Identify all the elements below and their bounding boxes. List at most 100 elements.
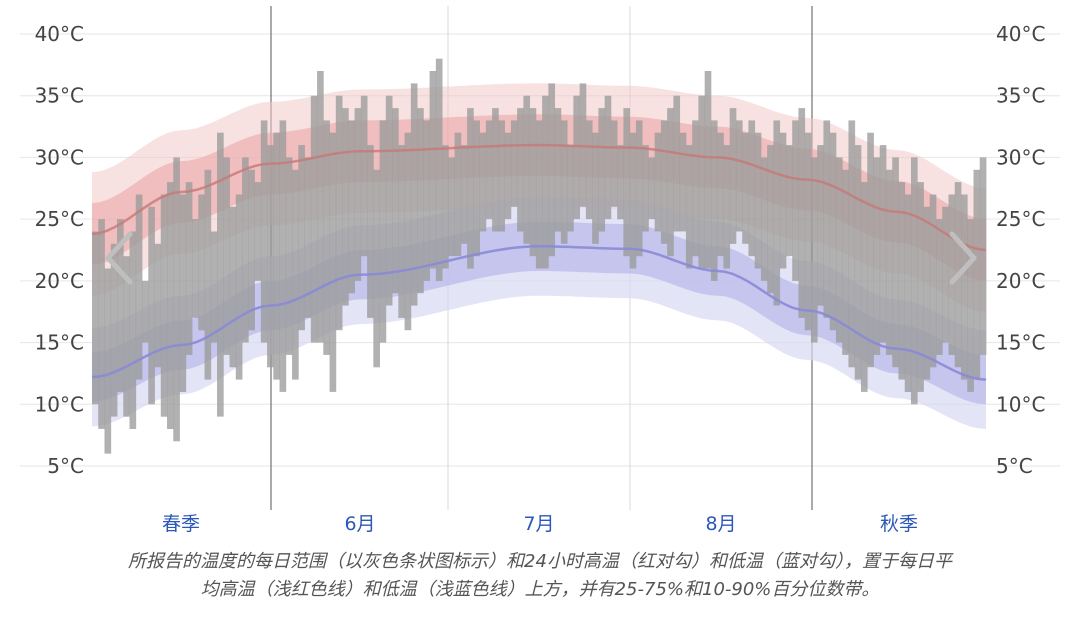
daily-bar [542, 95, 549, 269]
daily-range-bars [92, 58, 987, 454]
daily-bar [867, 132, 874, 368]
y-tick-label-right: 35°C [996, 84, 1045, 108]
daily-bar [198, 194, 205, 331]
daily-bar [592, 132, 599, 244]
daily-bar [435, 58, 443, 281]
daily-bar [573, 95, 581, 220]
daily-bar [823, 120, 831, 318]
daily-bar [485, 120, 493, 220]
daily-bar [885, 169, 893, 355]
y-tick-label-right: 30°C [996, 145, 1045, 169]
daily-bar [879, 145, 887, 343]
daily-bar [604, 95, 612, 220]
daily-bar [617, 145, 624, 220]
daily-bar [129, 231, 137, 429]
y-tick-label-right: 5°C [996, 454, 1033, 478]
daily-bar [773, 120, 781, 306]
y-tick-label-right: 40°C [996, 22, 1045, 46]
x-period-label: 8月 [705, 513, 736, 535]
daily-bar [742, 132, 749, 244]
daily-bar [854, 145, 862, 380]
y-tick-label-left: 40°C [35, 22, 84, 46]
daily-bar [804, 132, 812, 331]
daily-bar [967, 219, 974, 392]
daily-bar [829, 132, 837, 331]
daily-bar [217, 132, 224, 417]
daily-bar [204, 169, 212, 380]
daily-bar [429, 71, 437, 269]
daily-bar [92, 231, 99, 405]
daily-bar [785, 145, 793, 257]
daily-bar [898, 182, 906, 380]
y-tick-label-left: 15°C [35, 331, 84, 355]
daily-bar [404, 132, 412, 331]
daily-bar [735, 120, 743, 232]
daily-bar [298, 145, 305, 331]
x-period-label: 春季 [162, 513, 200, 535]
daily-bar [904, 194, 912, 392]
daily-bar [679, 132, 687, 232]
daily-bar [254, 182, 262, 281]
daily-bar [835, 157, 843, 343]
daily-bar [329, 132, 337, 392]
daily-bar [360, 95, 368, 257]
daily-bar [98, 219, 105, 429]
daily-bar [348, 120, 355, 294]
daily-bar [410, 83, 418, 306]
chevron-right-icon [949, 231, 977, 285]
daily-bar [235, 194, 243, 380]
daily-bar [398, 145, 405, 318]
daily-bar [635, 120, 643, 257]
daily-bar [442, 145, 449, 269]
caption-line-1: 所报告的温度的每日范围（以灰色条状图标示）和24小时高温（红对勾）和低温（蓝对勾… [128, 551, 952, 572]
daily-bar [460, 145, 468, 244]
daily-bar [467, 108, 474, 269]
y-tick-label-left: 5°C [47, 454, 84, 478]
daily-bar [385, 95, 393, 306]
daily-bar [510, 120, 518, 207]
prev-nav-button[interactable] [102, 230, 138, 286]
y-tick-label-left: 30°C [35, 145, 84, 169]
daily-bar [929, 194, 937, 368]
daily-bar [923, 206, 931, 380]
y-tick-label-right: 15°C [996, 331, 1045, 355]
daily-bar [273, 132, 280, 380]
chevron-left-icon [105, 231, 133, 285]
daily-bar [560, 120, 568, 244]
daily-bar [760, 157, 768, 281]
daily-bar [535, 120, 543, 269]
daily-bar [154, 243, 162, 368]
daily-bar [367, 145, 374, 318]
daily-bar [585, 120, 593, 220]
y-tick-label-left: 35°C [35, 84, 84, 108]
daily-bar [267, 145, 274, 368]
daily-bar [210, 231, 218, 343]
daily-bar [935, 219, 943, 355]
y-tick-label-left: 10°C [35, 392, 84, 416]
daily-bar [242, 157, 249, 343]
daily-bar [960, 194, 968, 380]
daily-bar [323, 120, 330, 355]
daily-bar [148, 206, 155, 405]
axis-labels: 5°C 5°C 10°C 10°C 15°C 15°C 20°C 20°C 25°C 25°C 30… [35, 22, 1046, 535]
daily-bar [192, 219, 199, 318]
daily-bar [685, 145, 693, 269]
daily-bar [860, 182, 868, 392]
daily-bar [317, 71, 324, 343]
daily-bar [279, 120, 287, 392]
daily-bar [767, 145, 774, 294]
daily-bar [810, 157, 818, 343]
daily-bar [710, 120, 718, 281]
daily-bar [798, 108, 806, 318]
daily-bar [623, 108, 631, 257]
daily-bar [717, 132, 724, 257]
daily-bar [504, 132, 512, 220]
daily-bar [529, 108, 537, 257]
daily-bar [354, 108, 362, 281]
x-period-label: 6月 [344, 513, 375, 535]
daily-bar [379, 120, 387, 343]
daily-bar [892, 157, 899, 368]
daily-bar [654, 132, 662, 232]
next-nav-button[interactable] [944, 230, 980, 286]
daily-bar [660, 120, 668, 244]
